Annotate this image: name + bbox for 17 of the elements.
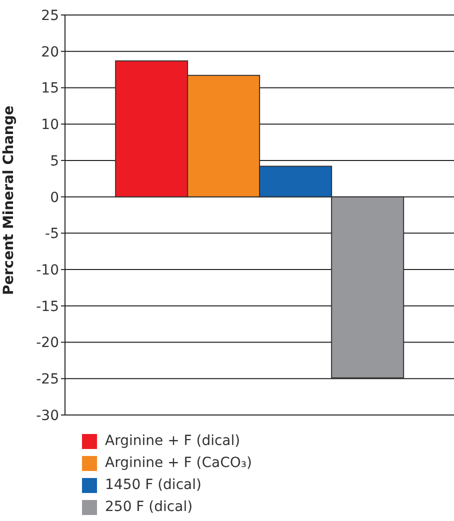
legend-label: Arginine + F (dical) [105, 432, 240, 451]
y-tick-label: -25 [36, 372, 59, 388]
legend-label: 1450 F (dical) [105, 476, 202, 495]
y-tick-label: 20 [41, 44, 59, 60]
y-tick-label: -10 [36, 262, 59, 279]
y-tick-label: 5 [50, 153, 59, 170]
y-axis-title: Percent Mineral Change [0, 106, 17, 295]
legend-label: 250 F (dical) [105, 498, 193, 517]
y-tick-label: -30 [36, 408, 59, 424]
legend-label: Arginine + F (CaCO₃) [105, 454, 252, 473]
y-tick-label: -5 [45, 226, 59, 242]
y-tick-label: 25 [41, 8, 59, 24]
y-tick-label: -20 [36, 335, 59, 352]
y-tick-label: 0 [50, 190, 59, 206]
y-tick-label: -15 [36, 298, 59, 315]
y-tick-label: 15 [41, 80, 59, 97]
y-tick-label: 10 [41, 117, 59, 134]
